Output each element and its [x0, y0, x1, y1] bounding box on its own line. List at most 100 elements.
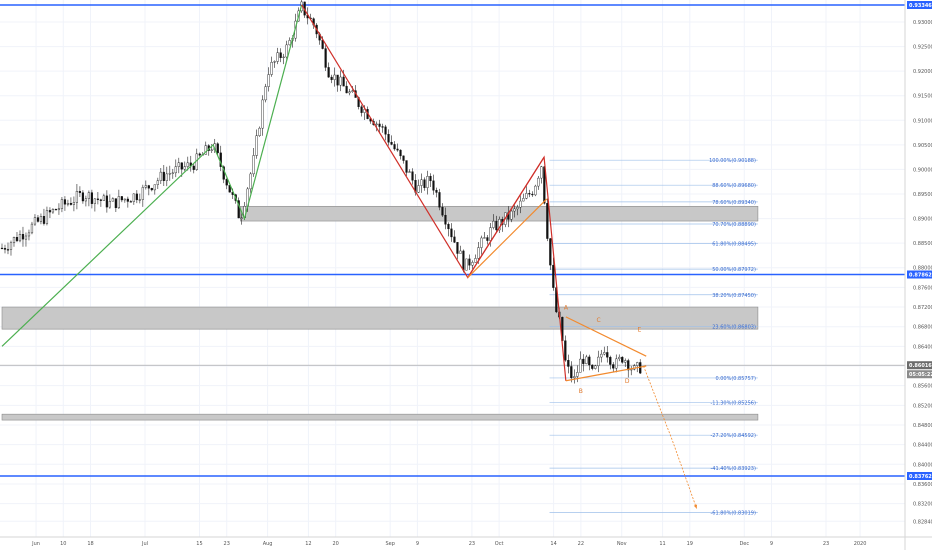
candle-body: [444, 214, 447, 225]
candle-body: [153, 184, 156, 191]
candle-body: [276, 52, 279, 62]
trend-line: [565, 365, 647, 382]
candle-body: [396, 148, 399, 151]
level-price-tag: [907, 472, 932, 480]
candle-body: [150, 188, 153, 191]
price-tick-label: 0.92000: [913, 69, 932, 75]
fibonacci-extension: 100.00%(0.90188) 88.60%(0.89680) 78.60%(0.…: [549, 158, 758, 517]
candle-body: [390, 142, 393, 145]
time-tick-label: Aug: [263, 541, 273, 547]
candle-body: [204, 145, 207, 155]
time-tick-label: 14: [550, 541, 556, 547]
candle-body: [15, 237, 19, 242]
candle-body: [477, 247, 480, 259]
candle-body: [510, 210, 513, 220]
candle-body: [132, 193, 135, 202]
candle-body: [84, 198, 87, 202]
candle-body: [9, 242, 13, 250]
time-tick-label: Sep: [385, 541, 394, 547]
time-tick-label: 9: [770, 541, 773, 547]
candle-body: [273, 61, 276, 63]
candle-body: [525, 193, 528, 199]
candle-body: [621, 356, 624, 363]
candle-body: [96, 198, 99, 200]
candle-body: [435, 190, 438, 193]
candle-body: [498, 219, 501, 231]
candle-body: [285, 44, 288, 58]
candle-body: [438, 192, 441, 208]
candle-body: [573, 376, 576, 379]
price-tick-label: 0.88500: [913, 241, 932, 247]
candle-body: [279, 52, 282, 58]
candle-body: [618, 356, 621, 360]
candle-body: [180, 162, 183, 170]
time-tick-label: 23: [224, 541, 230, 547]
fib-level-label: 100.00%(0.90188): [709, 158, 756, 164]
candle-body: [348, 91, 351, 94]
candle-body: [78, 191, 82, 193]
candle-body: [147, 185, 150, 189]
candle-body: [453, 236, 456, 243]
candle-body: [363, 109, 366, 113]
price-tick-label: 0.86400: [913, 344, 932, 350]
price-axis[interactable]: 0.93000 0.92500 0.92000 0.91500 0.91000 0.905…: [904, 0, 932, 550]
candle-body: [588, 356, 591, 366]
fib-level-label: -41.40%(0.83923): [710, 466, 755, 472]
candle-body: [105, 195, 108, 208]
time-tick-label: Oct: [495, 541, 504, 547]
candle-body: [360, 106, 363, 113]
candle-body: [63, 199, 67, 205]
candle-body: [267, 74, 270, 87]
candle-body: [183, 166, 186, 170]
fib-level-label: 70.70%(0.88890): [712, 222, 756, 228]
candle-body: [264, 86, 267, 101]
fib-level-label: 61.80%(0.88495): [712, 241, 756, 247]
candle-body: [393, 144, 396, 150]
support-resistance-zones: [1, 205, 759, 421]
candle-body: [549, 238, 552, 266]
candle-body: [483, 237, 486, 239]
candle-body: [75, 191, 79, 203]
time-tick-label: Jun: [31, 541, 40, 547]
fib-level-label: -11.30%(0.85256): [710, 401, 755, 407]
candle-body: [468, 258, 471, 266]
level-price-tag: [907, 1, 932, 9]
candle-body: [423, 179, 426, 188]
candle-body: [567, 359, 570, 367]
candle-body: [141, 187, 144, 200]
candle-body: [345, 85, 348, 94]
trend-line: [467, 198, 548, 278]
candle-body: [528, 193, 531, 195]
price-tick-label: 0.89000: [913, 217, 932, 223]
wave-label-d: D: [625, 378, 630, 385]
candle-body: [327, 67, 330, 78]
candle-body: [48, 210, 52, 213]
candle-body: [99, 199, 102, 201]
price-tick-label: 0.84400: [913, 443, 932, 449]
price-tick-label: 0.83200: [913, 502, 932, 508]
candle-body: [495, 220, 498, 231]
candle-body: [261, 99, 264, 129]
fib-level-label: 78.60%(0.89340): [712, 200, 756, 206]
candle-body: [447, 224, 450, 230]
candle-body: [513, 208, 516, 212]
candle-body: [576, 372, 579, 377]
candle-body: [459, 250, 462, 254]
candle-body: [102, 195, 105, 201]
candle-body: [375, 123, 378, 126]
price-tick-label: 0.83600: [913, 482, 932, 488]
candle-body: [3, 248, 7, 250]
time-axis[interactable]: Jun 10 18 Jul 15 23 Aug 12 20 Sep 9 23 Oct 14 22 Nov 11 1…: [0, 536, 932, 547]
wave-label-e: E: [638, 327, 642, 334]
trend-line: [565, 316, 647, 357]
candle-body: [564, 340, 567, 361]
candle-body: [282, 56, 285, 58]
time-tick-label: Jul: [141, 541, 148, 547]
candle-body: [378, 123, 381, 127]
candle-body: [159, 171, 162, 181]
trend-lines: [1, 4, 698, 509]
candle-body: [33, 217, 37, 225]
candle-body: [387, 134, 390, 143]
time-tick-label: 10: [60, 541, 66, 547]
